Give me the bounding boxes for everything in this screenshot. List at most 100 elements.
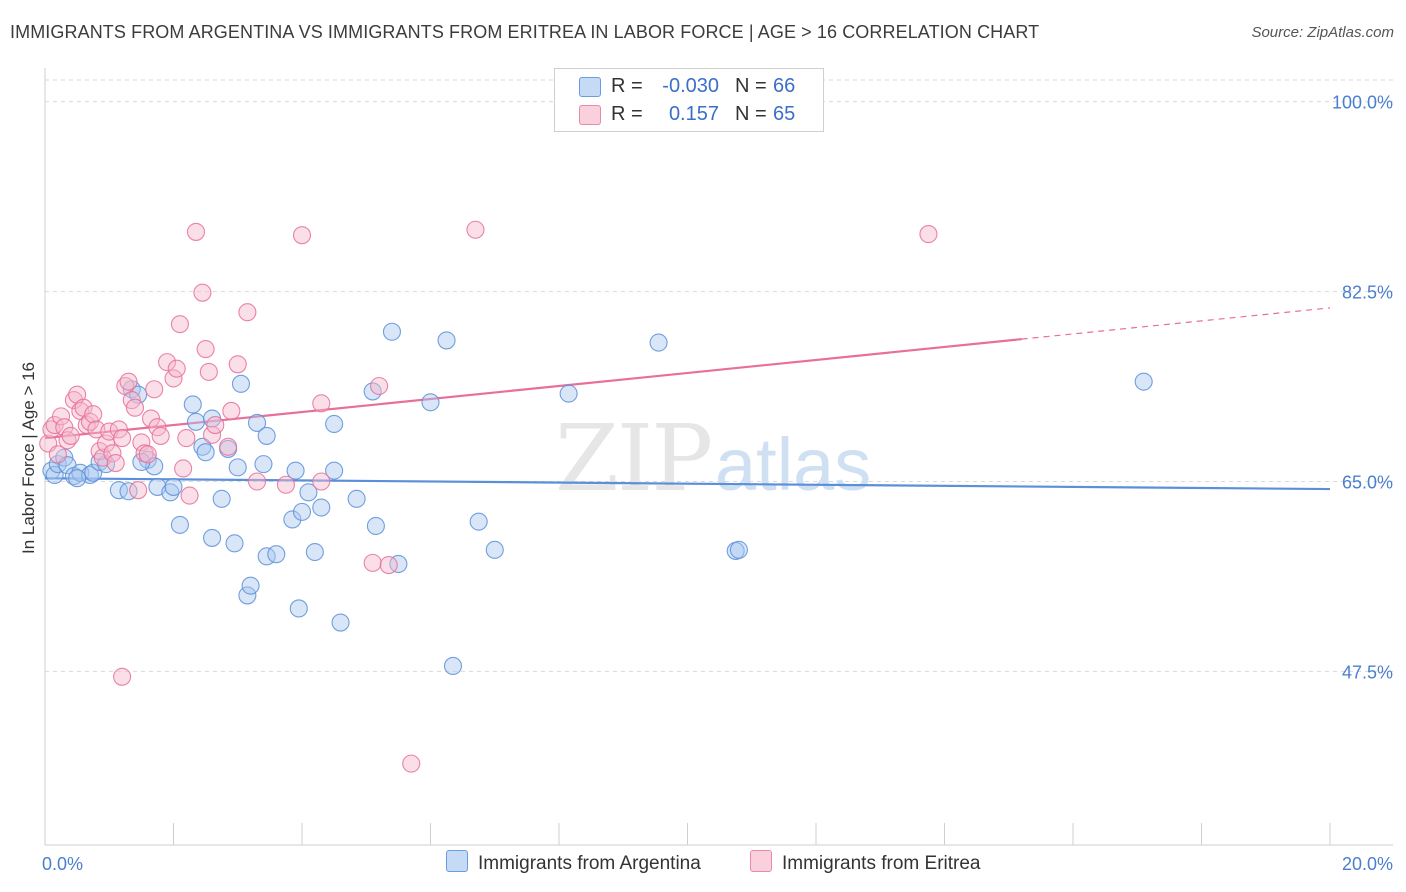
- data-point-argentina: [421, 393, 440, 412]
- axes: [44, 68, 1393, 846]
- data-point-argentina: [331, 613, 350, 632]
- data-point-eritrea: [203, 425, 222, 444]
- data-point-argentina: [292, 502, 312, 521]
- trend-line-argentina: [44, 477, 1331, 491]
- data-point-argentina: [347, 489, 366, 508]
- data-point-eritrea: [247, 472, 267, 491]
- data-point-eritrea: [84, 405, 103, 424]
- data-point-eritrea: [125, 398, 144, 417]
- data-point-argentina: [183, 395, 202, 414]
- watermark: ZIP atlas: [555, 405, 871, 512]
- data-point-eritrea: [276, 475, 295, 494]
- watermark-zip: ZIP: [555, 405, 711, 512]
- data-point-argentina: [228, 458, 247, 477]
- data-point-argentina: [164, 477, 183, 496]
- data-point-argentina: [48, 455, 67, 474]
- x-tick-label: 0.0%: [42, 854, 83, 874]
- data-point-argentina: [68, 469, 87, 488]
- data-point-argentina: [559, 384, 578, 403]
- data-point-eritrea: [103, 444, 122, 463]
- data-point-eritrea: [174, 459, 193, 478]
- data-point-eritrea: [158, 353, 177, 372]
- data-points: [39, 220, 1153, 773]
- data-point-eritrea: [113, 429, 132, 448]
- data-point-eritrea: [919, 225, 938, 244]
- watermark-atlas: atlas: [715, 423, 871, 506]
- legend-n-label: N =: [735, 75, 767, 97]
- legend-r-value: -0.030: [662, 75, 719, 97]
- data-point-eritrea: [363, 553, 382, 572]
- data-point-eritrea: [219, 437, 238, 456]
- data-point-argentina: [257, 426, 276, 445]
- data-point-argentina: [1134, 372, 1153, 391]
- data-point-argentina: [84, 463, 103, 482]
- legend-swatch-eritrea: [750, 850, 772, 872]
- legend-item-eritrea: Immigrants from Eritrea: [750, 850, 980, 875]
- data-point-eritrea: [77, 416, 96, 435]
- data-point-argentina: [283, 510, 302, 529]
- legend-swatch-argentina: [446, 850, 468, 872]
- legend-n-label: N =: [735, 103, 767, 125]
- data-point-eritrea: [238, 303, 257, 322]
- data-point-eritrea: [145, 380, 164, 399]
- data-point-eritrea: [206, 416, 225, 435]
- data-point-eritrea: [119, 372, 138, 391]
- legend-row-argentina: R = -0.030 N = 66: [555, 73, 823, 101]
- data-point-eritrea: [370, 376, 389, 396]
- data-point-argentina: [366, 516, 385, 536]
- data-point-eritrea: [61, 426, 80, 445]
- legend-swatch-argentina: [579, 77, 601, 97]
- data-point-eritrea: [106, 453, 125, 473]
- data-point-eritrea: [222, 401, 241, 421]
- data-point-argentina: [247, 413, 267, 432]
- legend-label-argentina: Immigrants from Argentina: [478, 853, 701, 874]
- data-point-eritrea: [129, 481, 148, 500]
- source-credit: Source: ZipAtlas.com: [1251, 24, 1394, 41]
- data-point-eritrea: [52, 407, 71, 426]
- data-point-argentina: [267, 545, 286, 564]
- data-point-argentina: [443, 656, 463, 676]
- data-point-argentina: [109, 481, 128, 500]
- data-point-argentina: [225, 534, 244, 553]
- data-point-eritrea: [312, 472, 331, 491]
- data-point-argentina: [729, 540, 748, 559]
- data-point-eritrea: [199, 362, 218, 381]
- data-point-eritrea: [196, 340, 215, 359]
- data-point-eritrea: [402, 754, 421, 773]
- data-point-argentina: [289, 599, 308, 618]
- data-point-argentina: [469, 512, 488, 531]
- y-tick-label: 65.0%: [1342, 472, 1393, 492]
- y-tick-label: 47.5%: [1342, 662, 1393, 682]
- data-point-argentina: [161, 483, 180, 502]
- data-point-argentina: [485, 540, 504, 559]
- data-point-argentina: [649, 333, 668, 352]
- data-point-eritrea: [466, 220, 485, 239]
- data-point-argentina: [286, 461, 305, 480]
- data-point-eritrea: [180, 486, 199, 505]
- data-point-argentina: [241, 576, 260, 595]
- legend-r-label: R =: [611, 103, 643, 125]
- data-point-eritrea: [170, 315, 189, 334]
- legend-item-argentina: Immigrants from Argentina: [446, 850, 701, 875]
- legend-r-label: R =: [611, 75, 643, 97]
- data-point-argentina: [382, 322, 402, 341]
- data-point-argentina: [299, 483, 318, 502]
- data-point-eritrea: [167, 359, 186, 378]
- y-axis-label: In Labor Force | Age > 16: [19, 362, 38, 554]
- legend-n-value: 66: [773, 75, 796, 97]
- data-point-argentina: [203, 528, 222, 547]
- data-point-eritrea: [113, 667, 132, 686]
- legend-label-eritrea: Immigrants from Eritrea: [782, 853, 981, 874]
- data-point-argentina: [186, 412, 206, 431]
- data-point-argentina: [389, 554, 408, 574]
- data-point-argentina: [212, 489, 231, 508]
- tick-labels: 47.5% 65.0% 82.5% 100.0% 0.0% 20.0%: [42, 93, 1393, 874]
- data-point-eritrea: [48, 445, 67, 464]
- trend-line-eritrea-extension: [1021, 307, 1331, 340]
- data-point-argentina: [305, 542, 324, 562]
- data-point-eritrea: [379, 555, 398, 575]
- data-point-argentina: [231, 374, 251, 393]
- data-point-argentina: [170, 515, 189, 534]
- data-point-eritrea: [96, 434, 116, 453]
- data-point-argentina: [45, 465, 64, 485]
